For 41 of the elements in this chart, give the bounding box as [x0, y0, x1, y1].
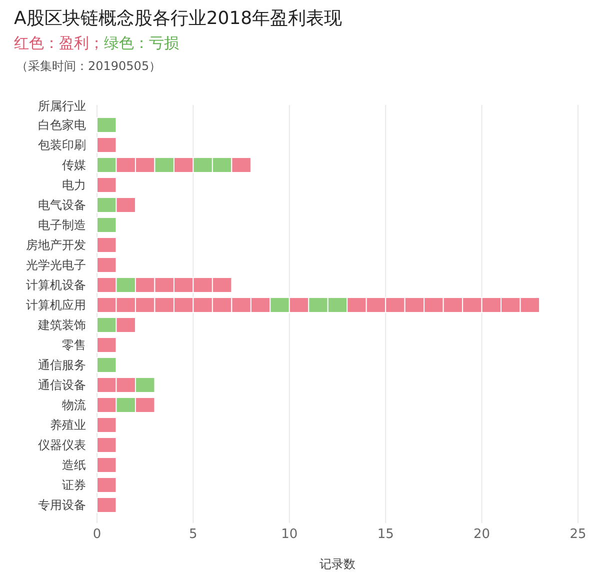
- y-tick-label: 专用设备: [38, 498, 86, 512]
- y-tick-label: 通信设备: [38, 378, 86, 392]
- bar: [96, 177, 117, 193]
- bar: [96, 437, 117, 453]
- y-tick-label: 仪器仪表: [38, 438, 86, 452]
- bar: [96, 457, 117, 473]
- y-tick-label: 光学光电子: [26, 258, 86, 272]
- y-tick-label: 电力: [62, 178, 86, 192]
- y-tick-label: 包装印刷: [38, 138, 86, 152]
- bar: [96, 137, 117, 153]
- y-tick-label: 养殖业: [50, 418, 86, 432]
- bar: [96, 497, 117, 513]
- bar: [96, 477, 117, 493]
- y-tick-label: 物流: [62, 398, 86, 412]
- y-tick-label: 建筑装饰: [37, 318, 86, 332]
- x-tick-label: 20: [474, 527, 490, 542]
- chart-subtitle: 红色：盈利；绿色：亏损: [14, 34, 179, 52]
- y-axis-title: 所属行业: [38, 99, 86, 113]
- y-tick-label: 计算机设备: [26, 278, 86, 292]
- y-tick-label: 造纸: [62, 458, 86, 472]
- x-tick-label: 15: [377, 527, 394, 542]
- bar: [96, 337, 117, 353]
- y-tick-label: 白色家电: [38, 118, 86, 132]
- x-tick-label: 5: [189, 527, 198, 542]
- y-tick-label: 电气设备: [38, 198, 86, 212]
- x-tick-label: 10: [281, 527, 298, 542]
- y-tick-label: 电子制造: [38, 218, 86, 232]
- y-tick-label: 传媒: [62, 158, 86, 172]
- bar: [96, 257, 117, 273]
- y-tick-label: 通信服务: [38, 358, 86, 372]
- x-axis-title: 记录数: [320, 557, 356, 571]
- text: （采集时间：20190505）: [16, 59, 162, 73]
- bar: [96, 417, 117, 433]
- x-tick-label: 0: [92, 527, 102, 542]
- chart-title: A股区块链概念股各行业2018年盈利表现: [14, 8, 342, 29]
- y-tick-label: 计算机应用: [26, 298, 86, 312]
- y-tick-label: 证券: [62, 478, 86, 492]
- bar: [96, 237, 117, 253]
- y-tick-label: 房地产开发: [26, 238, 86, 252]
- y-tick-label: 零售: [62, 338, 86, 352]
- x-tick-label: 25: [570, 527, 586, 542]
